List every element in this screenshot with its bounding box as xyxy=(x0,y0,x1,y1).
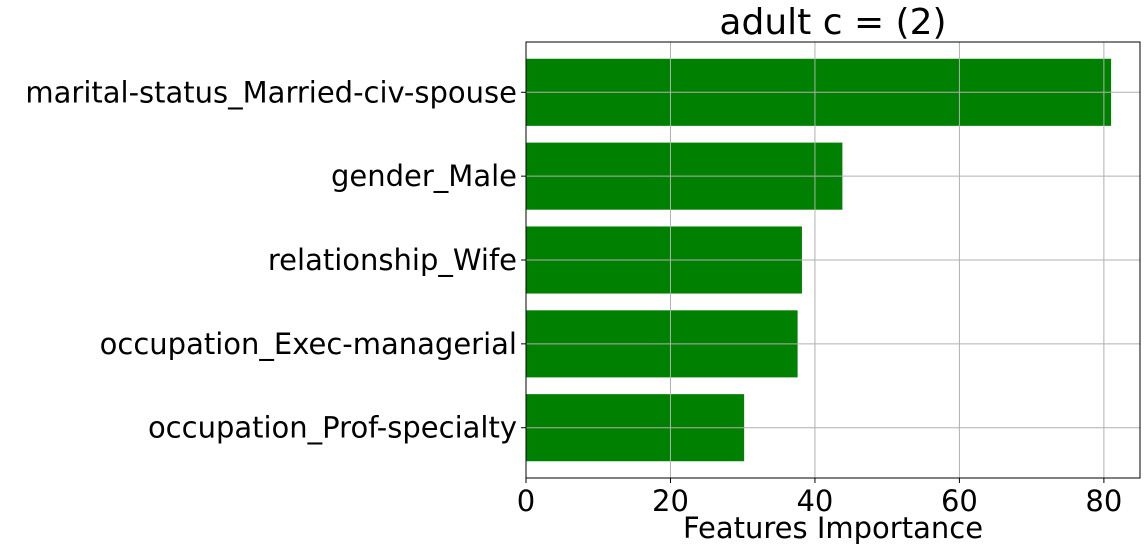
x-tick-label: 40 xyxy=(796,484,833,518)
x-tick-label: 60 xyxy=(941,484,978,518)
x-axis-label: Features Importance xyxy=(683,511,983,545)
y-tick-label: marital-status_Married-civ-spouse xyxy=(25,75,517,109)
x-tick-label: 0 xyxy=(517,484,535,518)
y-tick-label: occupation_Exec-managerial xyxy=(100,327,517,361)
y-tick-label: relationship_Wife xyxy=(268,243,517,277)
grid-lines xyxy=(525,42,1140,478)
x-tick-label: 20 xyxy=(652,484,689,518)
x-tick-label: 80 xyxy=(1085,484,1122,518)
chart-title: adult c = (2) xyxy=(719,2,946,43)
y-tick-labels: marital-status_Married-civ-spouse gender_… xyxy=(25,75,526,445)
y-tick-label: occupation_Prof-specialty xyxy=(148,411,517,445)
y-tick-label: gender_Male xyxy=(331,159,517,193)
x-tick-labels: 0 20 40 60 80 xyxy=(517,478,1122,518)
